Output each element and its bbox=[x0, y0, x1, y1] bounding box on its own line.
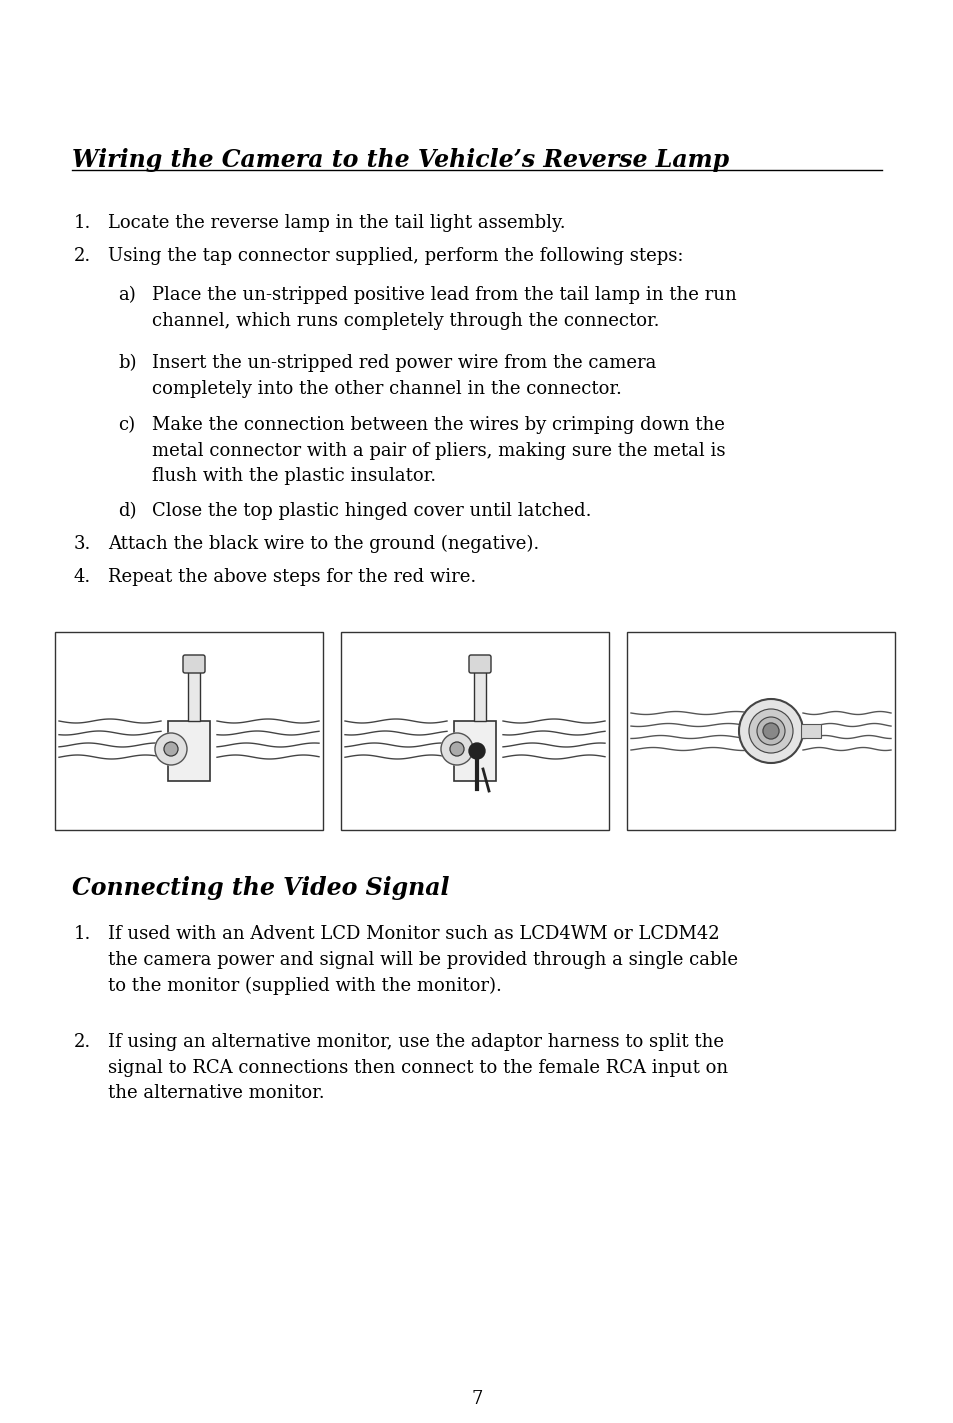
Text: If used with an Advent LCD Monitor such as LCD4WM or LCDM42
the camera power and: If used with an Advent LCD Monitor such … bbox=[108, 925, 738, 995]
FancyBboxPatch shape bbox=[454, 721, 496, 781]
Text: Connecting the Video Signal: Connecting the Video Signal bbox=[71, 877, 449, 899]
FancyBboxPatch shape bbox=[168, 721, 210, 781]
Circle shape bbox=[450, 741, 463, 756]
FancyBboxPatch shape bbox=[626, 632, 894, 830]
Text: Attach the black wire to the ground (negative).: Attach the black wire to the ground (neg… bbox=[108, 535, 538, 554]
Text: Make the connection between the wires by crimping down the
metal connector with : Make the connection between the wires by… bbox=[152, 416, 724, 485]
FancyBboxPatch shape bbox=[55, 632, 323, 830]
Text: 1.: 1. bbox=[74, 925, 91, 943]
FancyBboxPatch shape bbox=[469, 655, 491, 673]
Circle shape bbox=[469, 743, 484, 758]
Circle shape bbox=[739, 699, 802, 763]
Circle shape bbox=[757, 717, 784, 746]
Text: 2.: 2. bbox=[74, 1033, 91, 1052]
Text: 4.: 4. bbox=[74, 568, 91, 586]
Text: c): c) bbox=[118, 416, 135, 434]
Text: 1.: 1. bbox=[74, 213, 91, 232]
Text: Locate the reverse lamp in the tail light assembly.: Locate the reverse lamp in the tail ligh… bbox=[108, 213, 565, 232]
Circle shape bbox=[748, 709, 792, 753]
Circle shape bbox=[154, 733, 187, 766]
Text: d): d) bbox=[118, 502, 136, 519]
FancyBboxPatch shape bbox=[474, 672, 485, 721]
Text: Wiring the Camera to the Vehicle’s Reverse Lamp: Wiring the Camera to the Vehicle’s Rever… bbox=[71, 148, 728, 172]
Circle shape bbox=[440, 733, 473, 766]
Text: Repeat the above steps for the red wire.: Repeat the above steps for the red wire. bbox=[108, 568, 476, 586]
Text: Insert the un-stripped red power wire from the camera
completely into the other : Insert the un-stripped red power wire fr… bbox=[152, 354, 656, 397]
Text: 2.: 2. bbox=[74, 248, 91, 265]
Text: a): a) bbox=[118, 286, 135, 305]
FancyBboxPatch shape bbox=[188, 672, 200, 721]
FancyBboxPatch shape bbox=[801, 724, 821, 739]
Text: Using the tap connector supplied, perform the following steps:: Using the tap connector supplied, perfor… bbox=[108, 248, 682, 265]
Circle shape bbox=[164, 741, 178, 756]
Text: If using an alternative monitor, use the adaptor harness to split the
signal to : If using an alternative monitor, use the… bbox=[108, 1033, 727, 1103]
Text: 3.: 3. bbox=[74, 535, 91, 554]
FancyBboxPatch shape bbox=[340, 632, 608, 830]
Text: 7: 7 bbox=[471, 1390, 482, 1407]
Text: Close the top plastic hinged cover until latched.: Close the top plastic hinged cover until… bbox=[152, 502, 591, 519]
FancyBboxPatch shape bbox=[183, 655, 205, 673]
Text: Place the un-stripped positive lead from the tail lamp in the run
channel, which: Place the un-stripped positive lead from… bbox=[152, 286, 736, 330]
Text: b): b) bbox=[118, 354, 136, 371]
Circle shape bbox=[762, 723, 779, 739]
